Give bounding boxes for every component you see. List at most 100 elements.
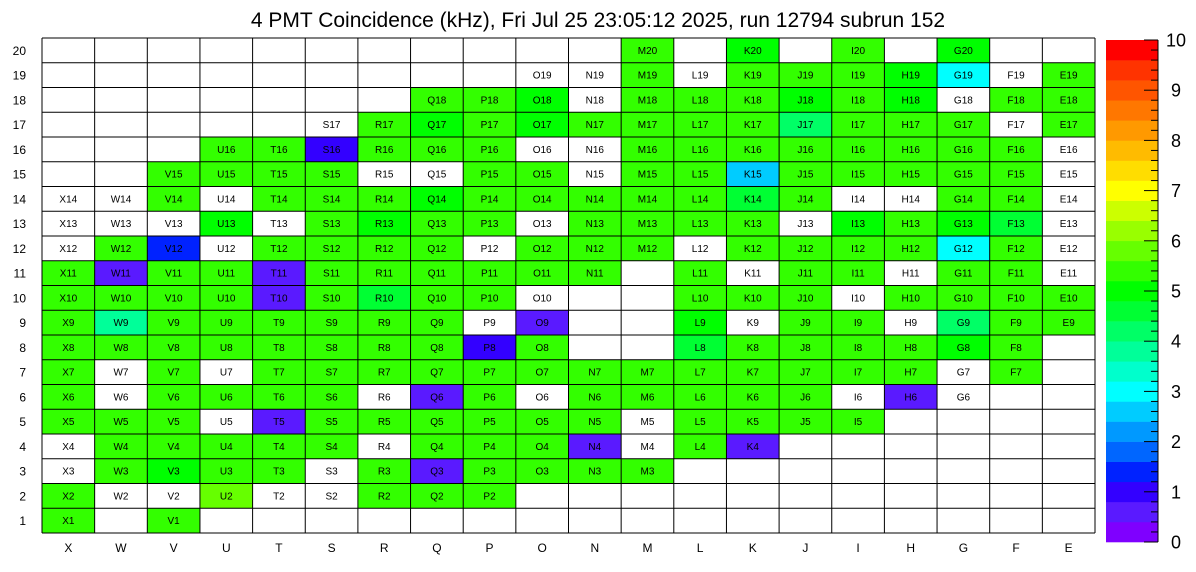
heatmap-cell	[410, 335, 464, 360]
heatmap-cell	[621, 211, 674, 236]
heatmap-cell	[357, 137, 411, 162]
cell-label: V9	[168, 318, 181, 329]
heatmap-cell	[147, 409, 200, 434]
cell-label: N3	[588, 467, 601, 478]
x-tick-label: T	[275, 541, 283, 555]
color-scale-bar	[1106, 39, 1159, 543]
cell-label: X4	[62, 442, 75, 453]
cell-label: V15	[165, 170, 183, 181]
heatmap-cell	[147, 186, 200, 212]
cell-label: P13	[481, 219, 499, 230]
heatmap-cell	[884, 335, 938, 360]
cell-label: J19	[797, 71, 814, 82]
heatmap-cell	[989, 285, 1043, 311]
cell-label: W6	[113, 392, 128, 403]
cell-label: V2	[168, 491, 181, 502]
cell-label: P10	[481, 293, 499, 304]
cell-label: X8	[62, 343, 75, 354]
heatmap-cell	[147, 285, 200, 311]
y-tick-label: 15	[13, 168, 27, 182]
cell-label: R10	[375, 293, 394, 304]
heatmap-cell	[937, 112, 990, 137]
heatmap-cell	[779, 87, 832, 113]
heatmap-cell	[252, 137, 306, 162]
cell-label: U15	[217, 170, 236, 181]
cell-label: U2	[220, 491, 233, 502]
heatmap-cell	[463, 359, 516, 385]
heatmap-cell	[199, 161, 253, 187]
heatmap-cell	[884, 112, 938, 137]
heatmap-cell	[410, 458, 464, 484]
cell-label: T10	[270, 293, 288, 304]
heatmap-cell	[884, 137, 938, 162]
heatmap-cell	[621, 384, 674, 410]
heatmap-cell	[252, 186, 306, 212]
cell-label: P11	[481, 269, 498, 280]
cell-label: N15	[586, 170, 605, 181]
cell-label: X6	[62, 392, 75, 403]
cell-label: H17	[902, 120, 921, 131]
color-scale-segment	[1106, 341, 1158, 362]
heatmap-cell	[831, 38, 885, 63]
heatmap-cell	[410, 434, 464, 459]
cell-label: K20	[744, 46, 762, 57]
cell-label: W14	[111, 194, 132, 205]
heatmap-cell	[568, 384, 622, 410]
cell-label: E17	[1060, 120, 1078, 131]
heatmap-cell	[463, 409, 516, 434]
heatmap-cell	[357, 112, 411, 137]
cell-label: O13	[533, 219, 552, 230]
cell-label: W4	[113, 442, 128, 453]
color-scale-segment	[1106, 481, 1158, 503]
cell-label: R15	[375, 170, 394, 181]
heatmap-cell	[673, 87, 727, 113]
cell-label: K15	[744, 170, 762, 181]
cell-label: O8	[536, 343, 550, 354]
heatmap-cell	[673, 310, 727, 335]
heatmap-cell	[252, 335, 306, 360]
heatmap-cell	[726, 236, 780, 261]
cell-label: R17	[375, 120, 394, 131]
y-tick-label: 16	[13, 143, 27, 157]
heatmap-cell	[305, 384, 358, 410]
heatmap-cell	[831, 335, 885, 360]
cell-label: N17	[586, 120, 605, 131]
heatmap-cell	[305, 161, 358, 187]
heatmap-cell	[726, 38, 780, 63]
cell-label: T14	[270, 194, 288, 205]
heatmap-cell	[410, 236, 464, 261]
heatmap-cell	[989, 211, 1043, 236]
x-tick-label: R	[380, 541, 389, 555]
cell-label: F8	[1010, 343, 1022, 354]
heatmap-cell	[726, 359, 780, 385]
cell-label: T8	[273, 343, 285, 354]
heatmap-cell	[199, 458, 253, 484]
heatmap-cell	[94, 434, 148, 459]
cell-label: P16	[481, 145, 499, 156]
cell-label: E18	[1060, 95, 1078, 106]
heatmap-cell	[463, 186, 516, 212]
cell-label: Q14	[427, 194, 446, 205]
color-scale-segment	[1106, 521, 1158, 543]
heatmap-cell	[884, 161, 938, 187]
cell-label: L4	[695, 442, 707, 453]
heatmap-cell	[42, 359, 95, 385]
cell-label: G9	[957, 318, 971, 329]
heatmap-cell	[42, 409, 95, 434]
cell-label: P9	[483, 318, 496, 329]
color-scale-tick-label: 5	[1171, 282, 1181, 302]
heatmap-cell	[410, 384, 464, 410]
cell-label: R13	[375, 219, 394, 230]
cell-label: H11	[902, 269, 920, 280]
heatmap-cell	[726, 434, 780, 459]
cell-label: K11	[744, 269, 761, 280]
y-tick-label: 14	[13, 192, 27, 206]
cell-label: E16	[1060, 145, 1078, 156]
cell-label: U16	[217, 145, 236, 156]
heatmap-cell	[410, 285, 464, 311]
heatmap-cell	[147, 236, 200, 261]
cell-label: S2	[325, 491, 338, 502]
color-scale-segment	[1106, 160, 1158, 181]
heatmap-cell	[463, 112, 516, 137]
cell-label: O11	[533, 269, 552, 280]
